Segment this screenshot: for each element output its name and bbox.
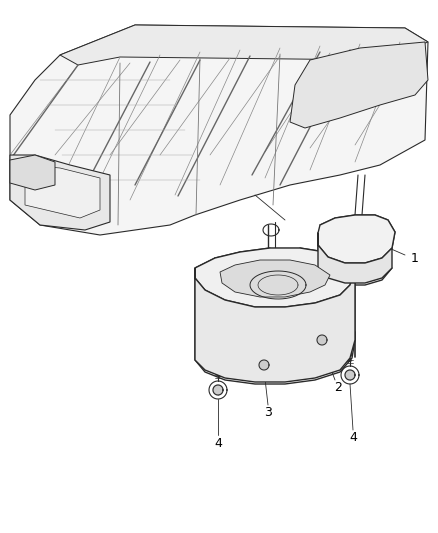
Polygon shape xyxy=(10,25,427,235)
Polygon shape xyxy=(219,260,329,297)
Polygon shape xyxy=(212,385,223,395)
Polygon shape xyxy=(10,155,55,190)
Polygon shape xyxy=(316,335,326,345)
Polygon shape xyxy=(317,215,394,263)
Polygon shape xyxy=(10,155,110,230)
Text: 1: 1 xyxy=(410,252,418,264)
Polygon shape xyxy=(317,233,391,283)
Polygon shape xyxy=(194,268,354,382)
Polygon shape xyxy=(290,42,427,128)
Polygon shape xyxy=(60,25,427,65)
Polygon shape xyxy=(194,248,354,307)
Polygon shape xyxy=(344,370,354,380)
Text: 4: 4 xyxy=(214,438,222,450)
Text: 4: 4 xyxy=(348,432,356,445)
Text: 3: 3 xyxy=(264,407,271,419)
Polygon shape xyxy=(258,360,268,370)
Polygon shape xyxy=(25,165,100,218)
Text: 2: 2 xyxy=(333,382,341,394)
